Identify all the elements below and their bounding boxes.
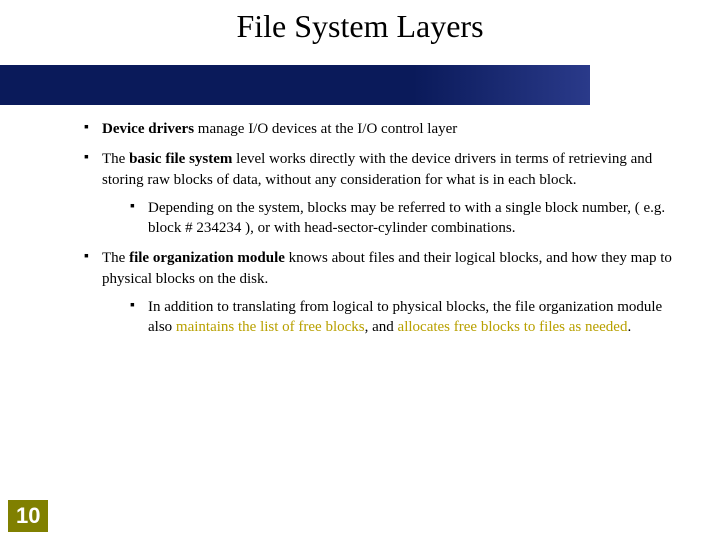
page-number: 10 <box>8 500 48 532</box>
bullet-3a-em2: allocates free blocks to files as needed <box>398 319 628 335</box>
bullet-3a-em1: maintains the list of free blocks <box>176 319 365 335</box>
bullet-3: The file organization module knows about… <box>84 248 676 337</box>
slide: File System Layers Device drivers manage… <box>0 0 720 540</box>
slide-title: File System Layers <box>0 8 720 45</box>
bullet-1-text: manage I/O devices at the I/O control la… <box>194 121 457 137</box>
bullet-2-pre: The <box>102 151 129 167</box>
bullet-3-bold: file organization module <box>129 250 285 266</box>
bullet-1-bold: Device drivers <box>102 121 194 137</box>
title-banner <box>0 65 590 105</box>
bullet-3a: In addition to translating from logical … <box>130 297 676 338</box>
bullet-3a-mid: , and <box>365 319 398 335</box>
bullet-2: The basic file system level works direct… <box>84 149 676 238</box>
bullet-1: Device drivers manage I/O devices at the… <box>84 119 676 139</box>
bullet-3-pre: The <box>102 250 129 266</box>
bullet-2a: Depending on the system, blocks may be r… <box>130 198 676 239</box>
bullet-2-bold: basic file system <box>129 151 232 167</box>
slide-content: Device drivers manage I/O devices at the… <box>0 119 720 337</box>
bullet-3a-post: . <box>627 319 631 335</box>
